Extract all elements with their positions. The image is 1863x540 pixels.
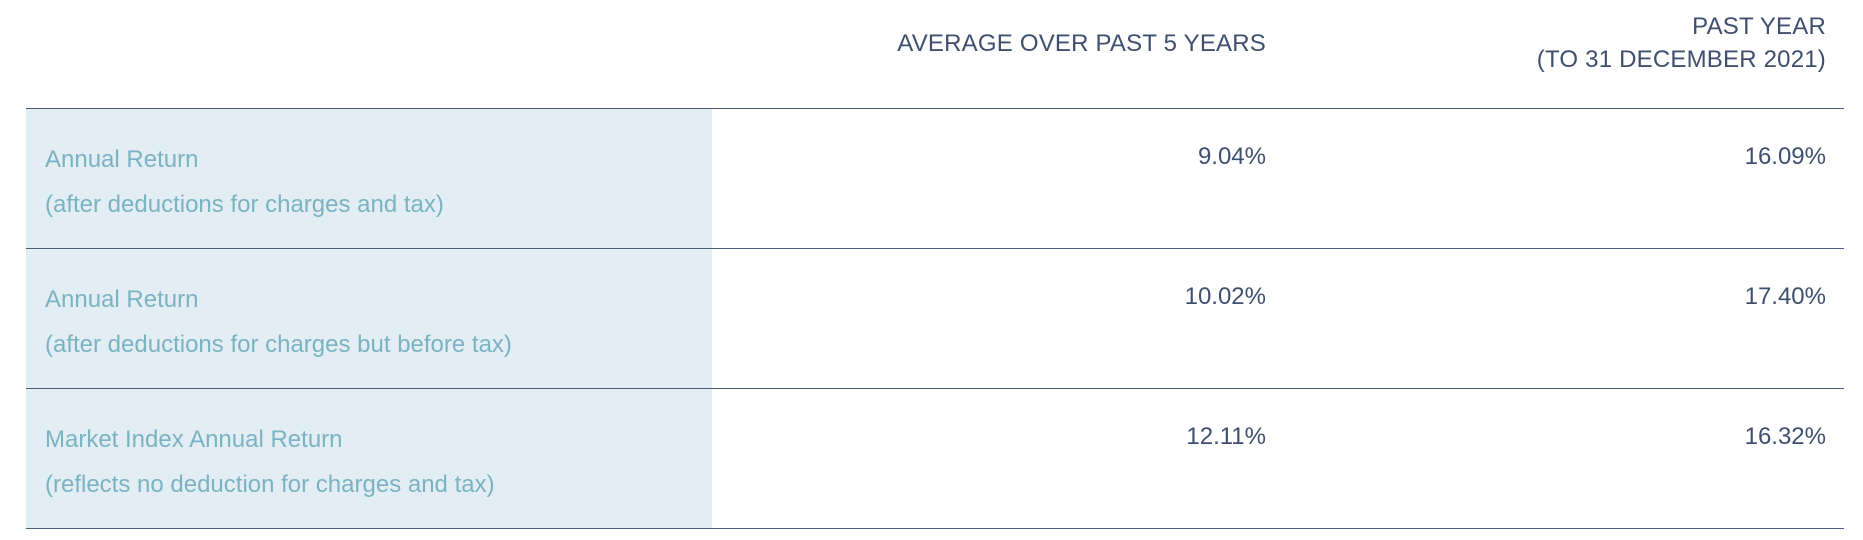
row-label-note: (after deductions for charges but before… [45,331,512,358]
returns-table: AVERAGE OVER PAST 5 YEARS PAST YEAR (TO … [26,0,1844,529]
table-row: Annual Return (after deductions for char… [26,109,1844,249]
row-label-cell: Annual Return (after deductions for char… [26,249,712,388]
row-label-title: Market Index Annual Return [45,426,343,453]
row-label-note: (after deductions for charges and tax) [45,191,444,218]
column-header-average-5-years: AVERAGE OVER PAST 5 YEARS [897,30,1266,57]
past-year-value: 16.32% [1744,423,1826,450]
table-row: Market Index Annual Return (reflects no … [26,389,1844,529]
row-label-cell: Market Index Annual Return (reflects no … [26,389,712,528]
table-row: Annual Return (after deductions for char… [26,249,1844,389]
average-5-years-value: 12.11% [1186,423,1266,450]
column-header-past-year-line2: (TO 31 DECEMBER 2021) [1536,46,1826,73]
average-5-years-value: 10.02% [1184,283,1266,310]
column-header-past-year: PAST YEAR (TO 31 DECEMBER 2021) [1537,10,1826,76]
past-year-value: 17.40% [1744,283,1826,310]
row-label-cell: Annual Return (after deductions for char… [26,109,712,248]
past-year-value: 16.09% [1744,143,1826,170]
table-header-row: AVERAGE OVER PAST 5 YEARS PAST YEAR (TO … [26,0,1844,109]
row-label-title: Annual Return [45,286,199,313]
column-header-past-year-line1: PAST YEAR [1692,13,1826,40]
row-label-note: (reflects no deduction for charges and t… [45,471,495,498]
row-label-title: Annual Return [45,146,199,173]
average-5-years-value: 9.04% [1197,143,1266,170]
